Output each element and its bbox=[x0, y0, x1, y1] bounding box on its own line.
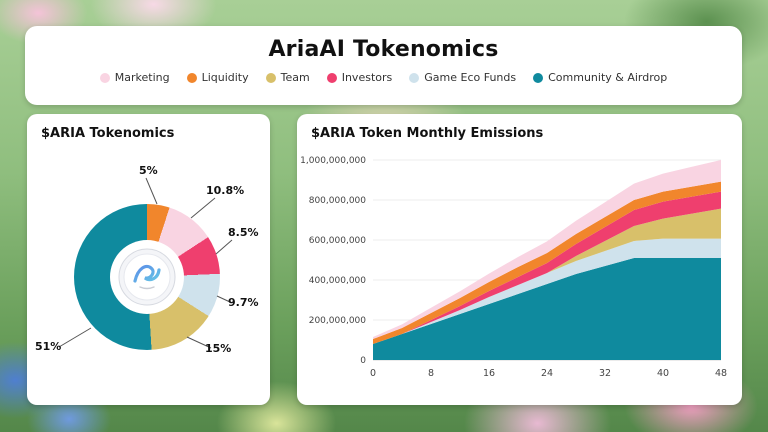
svg-text:40: 40 bbox=[657, 368, 669, 379]
legend-dot bbox=[326, 72, 337, 83]
page-title: AriaAI Tokenomics bbox=[268, 37, 499, 62]
donut-label-team: 15% bbox=[205, 342, 232, 355]
svg-text:200,000,000: 200,000,000 bbox=[309, 316, 367, 326]
donut-label-marketing: 10.8% bbox=[206, 184, 245, 197]
donut-label-investors: 8.5% bbox=[228, 226, 259, 239]
legend-item-marketing[interactable]: Marketing bbox=[99, 71, 170, 84]
svg-text:0: 0 bbox=[360, 356, 366, 366]
legend-label: Community & Airdrop bbox=[548, 71, 668, 84]
legend-item-investors[interactable]: Investors bbox=[326, 71, 393, 84]
svg-text:24: 24 bbox=[541, 368, 553, 379]
donut-label-liquidity: 5% bbox=[139, 164, 158, 177]
donut-label-game-eco-funds: 9.7% bbox=[228, 296, 259, 309]
emissions-series-liquidity bbox=[373, 181, 721, 344]
donut-label-community-airdrop: 51% bbox=[35, 340, 62, 353]
legend-label: Liquidity bbox=[201, 71, 249, 84]
svg-text:1,000,000,000: 1,000,000,000 bbox=[301, 156, 366, 166]
donut-card-title: $ARIA Tokenomics bbox=[41, 126, 175, 141]
tokenomics-donut-card: $ARIA Tokenomics bbox=[27, 114, 270, 405]
legend-label: Game Eco Funds bbox=[424, 71, 517, 84]
emissions-plot[interactable]: 0 200,000,000 400,000,000 600,000,000 800,00… bbox=[301, 146, 737, 398]
legend-label: Marketing bbox=[114, 71, 170, 84]
legend-dot bbox=[409, 72, 420, 83]
svg-text:0: 0 bbox=[370, 368, 376, 379]
svg-text:48: 48 bbox=[715, 368, 727, 379]
emissions-series-game-eco-funds bbox=[373, 238, 721, 344]
legend-dot bbox=[265, 72, 276, 83]
legend-label: Team bbox=[280, 71, 310, 84]
legend-item-community-airdrop[interactable]: Community & Airdrop bbox=[533, 71, 667, 84]
legend-dot bbox=[533, 72, 544, 83]
svg-text:800,000,000: 800,000,000 bbox=[309, 196, 367, 206]
svg-text:32: 32 bbox=[599, 368, 611, 379]
svg-text:16: 16 bbox=[483, 368, 495, 379]
header-card: AriaAI Tokenomics Marketing Liquidity Te… bbox=[25, 26, 742, 105]
emissions-card-title: $ARIA Token Monthly Emissions bbox=[311, 126, 544, 141]
legend-dot bbox=[186, 72, 197, 83]
chart-legend: Marketing Liquidity Team Investors Game … bbox=[25, 71, 742, 84]
emissions-series-investors bbox=[373, 191, 721, 344]
emissions-series-community-airdrop bbox=[373, 258, 721, 360]
legend-label: Investors bbox=[341, 71, 393, 84]
svg-text:400,000,000: 400,000,000 bbox=[309, 276, 367, 286]
emissions-series-team bbox=[373, 208, 721, 344]
emissions-series-marketing bbox=[373, 160, 721, 339]
legend-dot bbox=[99, 72, 110, 83]
svg-text:8: 8 bbox=[428, 368, 434, 379]
svg-text:600,000,000: 600,000,000 bbox=[309, 236, 367, 246]
emissions-card: $ARIA Token Monthly Emissions 0 200,000,0… bbox=[297, 114, 742, 405]
legend-item-liquidity[interactable]: Liquidity bbox=[186, 71, 249, 84]
aria-coin-logo bbox=[118, 248, 176, 306]
legend-item-team[interactable]: Team bbox=[265, 71, 310, 84]
legend-item-game-eco-funds[interactable]: Game Eco Funds bbox=[409, 71, 516, 84]
